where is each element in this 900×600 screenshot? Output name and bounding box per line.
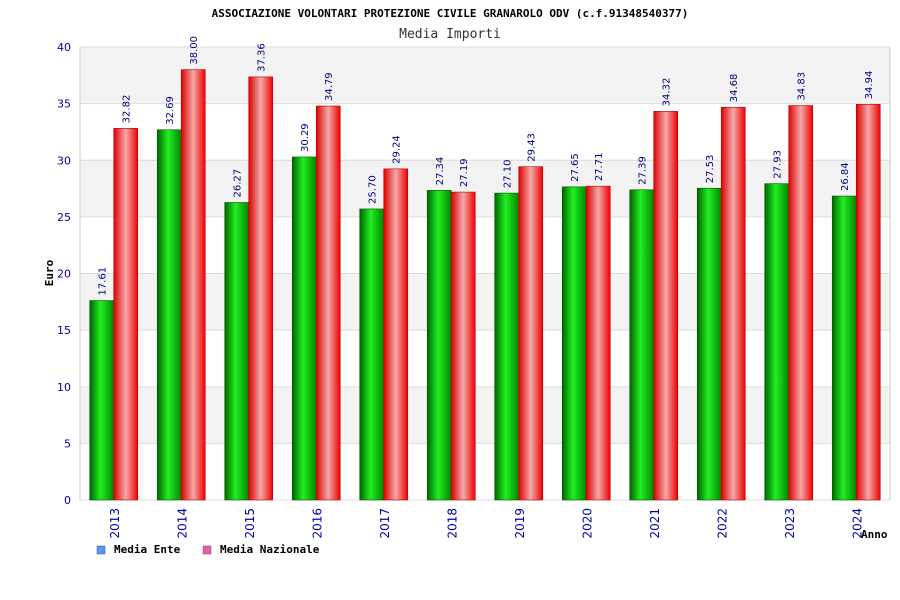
x-tick-label: 2015	[243, 508, 257, 539]
x-tick-label: 2017	[378, 508, 392, 539]
x-tick-label: 2020	[580, 508, 594, 539]
chart-subtitle: Media Importi	[399, 27, 501, 42]
band	[80, 386, 890, 444]
value-label-nazionale: 34.94	[864, 71, 875, 100]
y-tick-label: 25	[57, 211, 71, 224]
y-tick-label: 0	[64, 494, 71, 507]
bar-nazionale	[248, 76, 274, 501]
plot-background	[80, 47, 890, 444]
y-axis: 0 5 10 15 20 25 30 35 40	[57, 41, 891, 507]
x-tick-label: 2024	[850, 508, 864, 539]
bar-ente	[291, 156, 317, 501]
bar-nazionale	[113, 128, 139, 501]
bar-ente	[494, 192, 520, 501]
y-tick-label: 40	[57, 41, 71, 54]
y-tick-label: 15	[57, 324, 71, 337]
bar-nazionale	[653, 111, 679, 501]
value-label-nazionale: 27.71	[594, 153, 605, 182]
bar-nazionale	[518, 166, 544, 501]
x-tick-label: 2022	[715, 508, 729, 539]
bar-nazionale	[788, 105, 814, 501]
value-label-nazionale: 34.79	[324, 72, 335, 101]
x-tick-label: 2019	[513, 508, 527, 539]
value-label-ente: 27.10	[503, 159, 514, 188]
value-label-ente: 30.29	[300, 123, 311, 152]
band	[80, 47, 890, 104]
value-label-nazionale: 29.24	[392, 135, 403, 164]
legend-swatch-nazionale	[202, 545, 212, 555]
bar-ente	[764, 183, 790, 501]
value-label-ente: 27.65	[570, 153, 581, 182]
value-label-nazionale: 34.32	[662, 78, 673, 107]
value-label-ente: 27.39	[638, 156, 649, 185]
value-label-ente: 32.69	[165, 96, 176, 125]
bar-ente	[629, 189, 655, 501]
bars	[89, 69, 881, 501]
value-labels: 17.61 32.82 32.69 38.00 26.27 37.36 30.29 34.79…	[98, 36, 876, 296]
value-label-ente: 27.34	[435, 157, 446, 186]
value-label-nazionale: 29.43	[527, 133, 538, 162]
value-label-nazionale: 34.83	[797, 72, 808, 101]
x-tick-label: 2016	[310, 508, 324, 539]
band	[80, 160, 890, 217]
y-tick-label: 10	[57, 381, 71, 394]
bar-ente	[156, 129, 182, 501]
bar-nazionale	[315, 105, 341, 501]
x-tick-label: 2023	[783, 508, 797, 539]
y-axis-label: Euro	[43, 259, 56, 286]
bar-ente	[426, 190, 452, 501]
bar-ente	[696, 187, 722, 501]
value-label-ente: 17.61	[98, 267, 109, 296]
bar-ente	[224, 202, 250, 501]
y-tick-label: 20	[57, 268, 71, 281]
y-tick-label: 30	[57, 154, 71, 167]
grid-lines	[80, 46, 890, 501]
x-tick-label: 2014	[175, 508, 189, 539]
bar-nazionale	[450, 191, 476, 501]
value-label-ente: 25.70	[368, 175, 379, 204]
y-tick-label: 35	[57, 98, 71, 111]
value-label-nazionale: 34.68	[729, 74, 740, 103]
x-axis: 2013 2014 2015 2016 2017 2018 2019 2020 2021 2022…	[108, 508, 865, 539]
x-tick-label: 2021	[648, 508, 662, 539]
x-tick-label: 2013	[108, 508, 122, 539]
value-label-nazionale: 38.00	[189, 36, 200, 65]
bar-ente	[359, 208, 385, 501]
x-axis-label: Anno	[861, 528, 888, 541]
legend-swatch-ente	[96, 545, 106, 555]
bar-nazionale	[720, 106, 746, 501]
bar-ente	[561, 186, 587, 501]
legend-label-ente: Media Ente	[114, 543, 181, 556]
bar-nazionale	[180, 69, 206, 501]
legend: Media Ente Media Nazionale	[96, 543, 320, 556]
value-label-ente: 26.84	[840, 162, 851, 191]
bar-ente	[831, 195, 857, 501]
band	[80, 273, 890, 331]
value-label-ente: 26.27	[233, 169, 244, 198]
value-label-nazionale: 32.82	[122, 95, 133, 124]
bar-ente	[89, 300, 115, 501]
bar-nazionale	[383, 168, 409, 501]
y-tick-label: 5	[64, 437, 71, 450]
bar-nazionale	[855, 104, 881, 501]
legend-label-nazionale: Media Nazionale	[220, 543, 320, 556]
chart-title: ASSOCIAZIONE VOLONTARI PROTEZIONE CIVILE…	[212, 7, 689, 20]
bar-nazionale	[585, 185, 611, 501]
value-label-ente: 27.53	[705, 155, 716, 184]
x-tick-label: 2018	[445, 508, 459, 539]
value-label-nazionale: 27.19	[459, 158, 470, 187]
value-label-nazionale: 37.36	[257, 43, 268, 72]
value-label-ente: 27.93	[773, 150, 784, 179]
